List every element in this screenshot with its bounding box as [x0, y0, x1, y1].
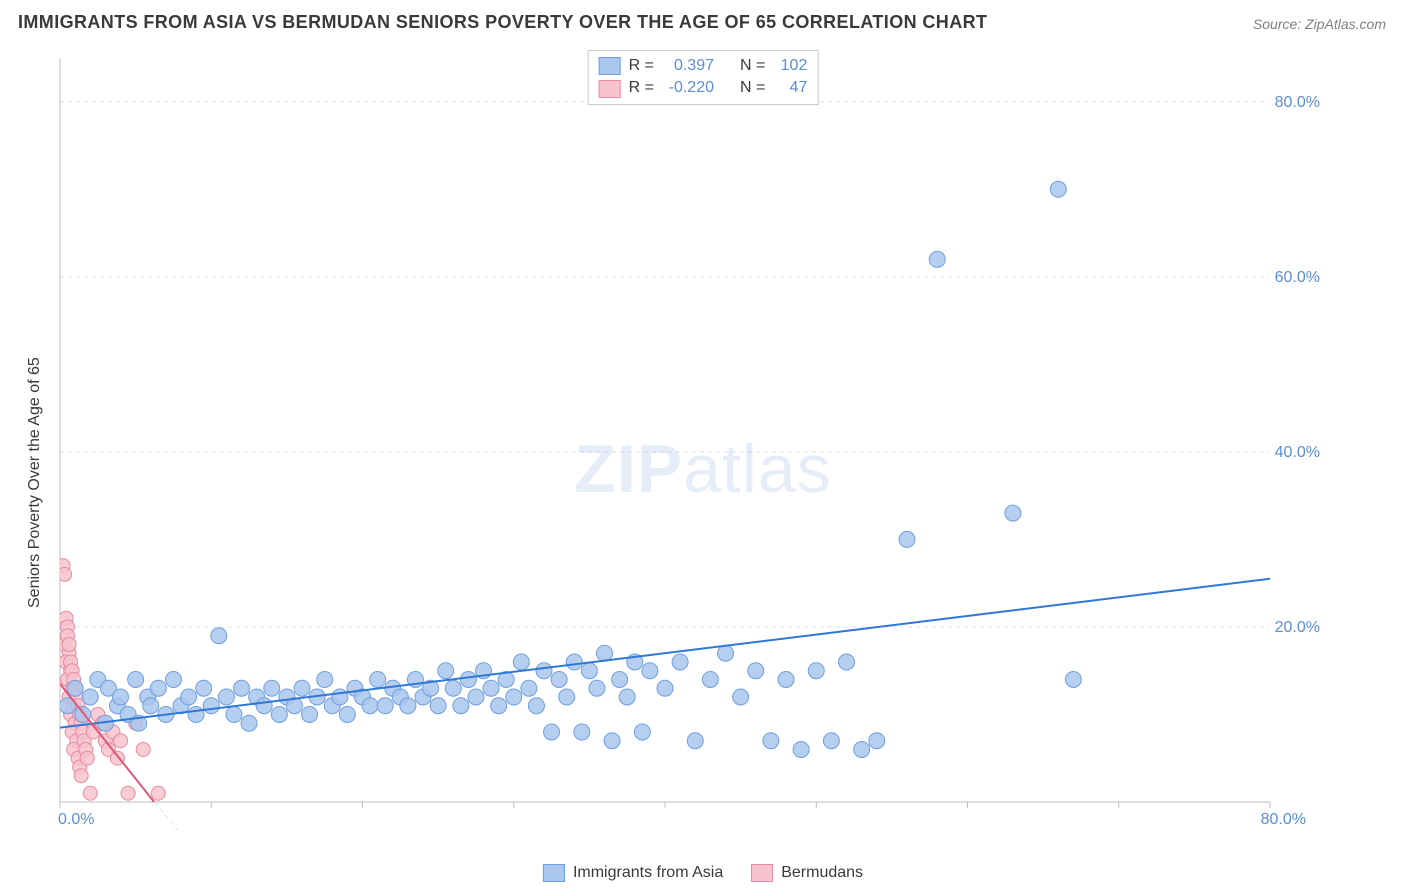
swatch-icon — [543, 864, 565, 882]
chart-area: Seniors Poverty Over the Age of 65 20.0%… — [50, 48, 1388, 850]
n-label: N = — [740, 55, 765, 77]
svg-text:80.0%: 80.0% — [1261, 811, 1306, 828]
swatch-icon — [751, 864, 773, 882]
r-label: R = — [629, 77, 654, 99]
legend-item: Immigrants from Asia — [543, 864, 723, 882]
n-value: 102 — [773, 55, 807, 77]
legend-label: Bermudans — [781, 864, 863, 882]
svg-text:20.0%: 20.0% — [1275, 619, 1320, 636]
legend-row: R = -0.220 N = 47 — [599, 77, 808, 99]
svg-text:40.0%: 40.0% — [1275, 444, 1320, 461]
series-0-points — [60, 181, 1082, 757]
swatch-icon — [599, 57, 621, 75]
series-1-points — [56, 559, 165, 801]
legend-item: Bermudans — [751, 864, 863, 882]
n-value: 47 — [773, 77, 807, 99]
svg-text:0.0%: 0.0% — [58, 811, 94, 828]
source-attribution: Source: ZipAtlas.com — [1253, 16, 1386, 32]
svg-text:80.0%: 80.0% — [1275, 94, 1320, 111]
legend-label: Immigrants from Asia — [573, 864, 723, 882]
chart-title: IMMIGRANTS FROM ASIA VS BERMUDAN SENIORS… — [18, 12, 987, 33]
scatter-plot: 20.0% 40.0% 60.0% 80.0% 0.0% 80.0% — [50, 48, 1340, 830]
y-axis-label: Seniors Poverty Over the Age of 65 — [26, 357, 44, 608]
correlation-legend: R = 0.397 N = 102 R = -0.220 N = 47 — [588, 50, 819, 105]
r-value: 0.397 — [662, 55, 714, 77]
r-label: R = — [629, 55, 654, 77]
swatch-icon — [599, 80, 621, 98]
svg-text:60.0%: 60.0% — [1275, 269, 1320, 286]
series-legend: Immigrants from Asia Bermudans — [543, 864, 863, 882]
legend-row: R = 0.397 N = 102 — [599, 55, 808, 77]
n-label: N = — [740, 77, 765, 99]
r-value: -0.220 — [662, 77, 714, 99]
